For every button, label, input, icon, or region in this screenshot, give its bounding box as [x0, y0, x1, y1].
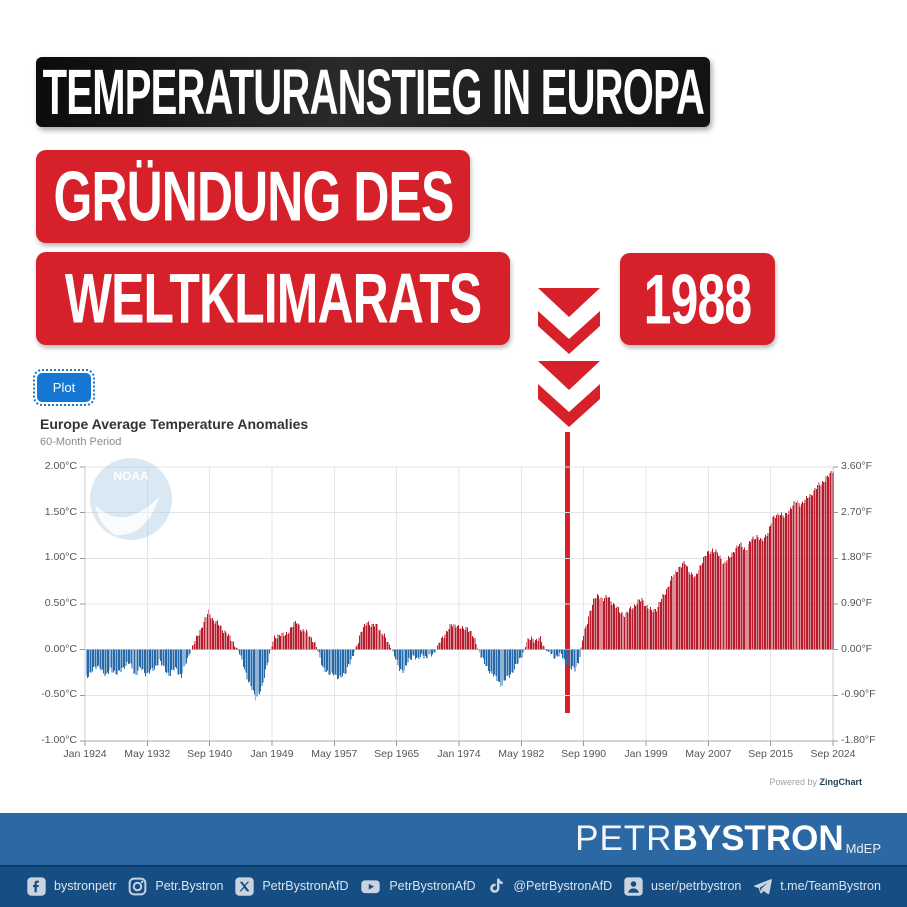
powered-by: Powered by ZingChart	[769, 777, 862, 787]
user-icon	[624, 876, 643, 896]
brand-first-name: PETR	[575, 819, 673, 858]
chart-subtitle: 60-Month Period	[40, 436, 122, 448]
brand-last-name: BYSTRON	[672, 819, 844, 858]
y-axis-label-celsius: 0.50°C	[44, 597, 77, 609]
x-axis-label: May 2007	[685, 748, 732, 760]
year-badge: 1988	[620, 253, 775, 345]
y-axis-label-fahrenheit: 1.80°F	[841, 551, 873, 564]
double-down-arrow-icon	[538, 361, 600, 427]
social-user: user/petrbystron	[623, 876, 741, 897]
social-x-label: PetrBystronAfD	[262, 879, 349, 893]
social-facebook-label: bystronpetr	[54, 879, 117, 893]
headline-text: TEMPERATURANSTIEG IN EUROPA	[42, 56, 704, 128]
callout-line2-text: WELTKLIMARATS	[64, 258, 482, 339]
social-youtube: PetrBystronAfD	[359, 876, 475, 897]
social-tiktok-label: @PetrBystronAfD	[513, 879, 613, 893]
callout-line1-text: GRÜNDUNG DES	[53, 156, 454, 237]
tiktok-icon	[490, 878, 504, 893]
x-axis-label: May 1932	[124, 748, 171, 760]
plot-button[interactable]: Plot	[33, 369, 95, 406]
x-axis-label: Sep 1965	[374, 748, 420, 760]
down-arrows	[537, 287, 601, 433]
x-axis-label: Jan 1999	[624, 748, 668, 760]
x-axis-label: Jan 1974	[437, 748, 481, 760]
headline-banner: TEMPERATURANSTIEG IN EUROPA	[36, 56, 710, 128]
social-telegram-label: t.me/TeamBystron	[780, 879, 881, 893]
social-bar: bystronpetr Petr.Bystron PetrBystronAfD …	[0, 865, 907, 907]
social-user-label: user/petrbystron	[651, 879, 742, 893]
y-axis-label-fahrenheit: 0.90°F	[841, 597, 873, 609]
x-icon	[235, 876, 255, 896]
y-axis-label-fahrenheit: 3.60°F	[841, 460, 873, 472]
social-instagram: Petr.Bystron	[127, 876, 223, 897]
y-axis-label-celsius: -0.50°C	[41, 688, 77, 701]
x-axis-label: Sep 1940	[187, 748, 233, 760]
y-axis-label-celsius: 1.50°C	[44, 505, 77, 518]
y-axis-label-fahrenheit: -0.90°F	[841, 688, 876, 701]
noaa-logo-watermark: NOAA	[90, 458, 172, 540]
social-x: PetrBystronAfD	[234, 876, 348, 897]
social-youtube-label: PetrBystronAfD	[389, 879, 476, 893]
brand-banner: PETR BYSTRON MdEP	[0, 813, 907, 865]
social-facebook: bystronpetr	[26, 876, 117, 897]
y-axis-label-celsius: -1.00°C	[41, 734, 77, 746]
y-axis-label-celsius: 1.00°C	[44, 551, 77, 564]
double-down-arrow-icon	[538, 288, 600, 354]
x-axis-label: May 1957	[311, 748, 358, 760]
youtube-icon	[361, 879, 381, 893]
callout-line2: WELTKLIMARATS	[36, 252, 510, 345]
x-axis-label: Sep 1990	[561, 748, 607, 760]
x-axis-label: Jan 1949	[250, 748, 294, 760]
y-axis-label-celsius: 0.00°C	[44, 642, 77, 655]
svg-text:NOAA: NOAA	[113, 469, 149, 483]
social-tiktok: @PetrBystronAfD	[486, 876, 612, 897]
zingchart-logo: ZingChart	[819, 777, 863, 787]
x-axis-label: Sep 2015	[748, 748, 794, 760]
telegram-icon	[754, 878, 773, 894]
x-axis-label: Jan 1924	[63, 748, 107, 760]
temperature-anomaly-chart: NOAA	[80, 458, 838, 746]
year-text: 1988	[643, 259, 752, 339]
y-axis-label-fahrenheit: -1.80°F	[841, 734, 876, 746]
facebook-icon	[27, 876, 46, 896]
y-axis-label-fahrenheit: 2.70°F	[841, 505, 873, 518]
brand-suffix: MdEP	[845, 841, 881, 856]
chart-title: Europe Average Temperature Anomalies	[40, 416, 309, 432]
y-axis-label-celsius: 2.00°C	[44, 460, 77, 472]
x-axis-label: Sep 2024	[810, 748, 856, 760]
callout-line1: GRÜNDUNG DES	[36, 150, 470, 243]
x-axis-label: May 1982	[498, 748, 545, 760]
y-axis-label-fahrenheit: 0.00°F	[841, 642, 873, 655]
year-marker-line	[565, 432, 571, 713]
instagram-icon	[129, 877, 147, 895]
social-instagram-label: Petr.Bystron	[155, 879, 224, 893]
social-telegram: t.me/TeamBystron	[752, 876, 881, 897]
powered-by-text: Powered by	[769, 777, 817, 787]
